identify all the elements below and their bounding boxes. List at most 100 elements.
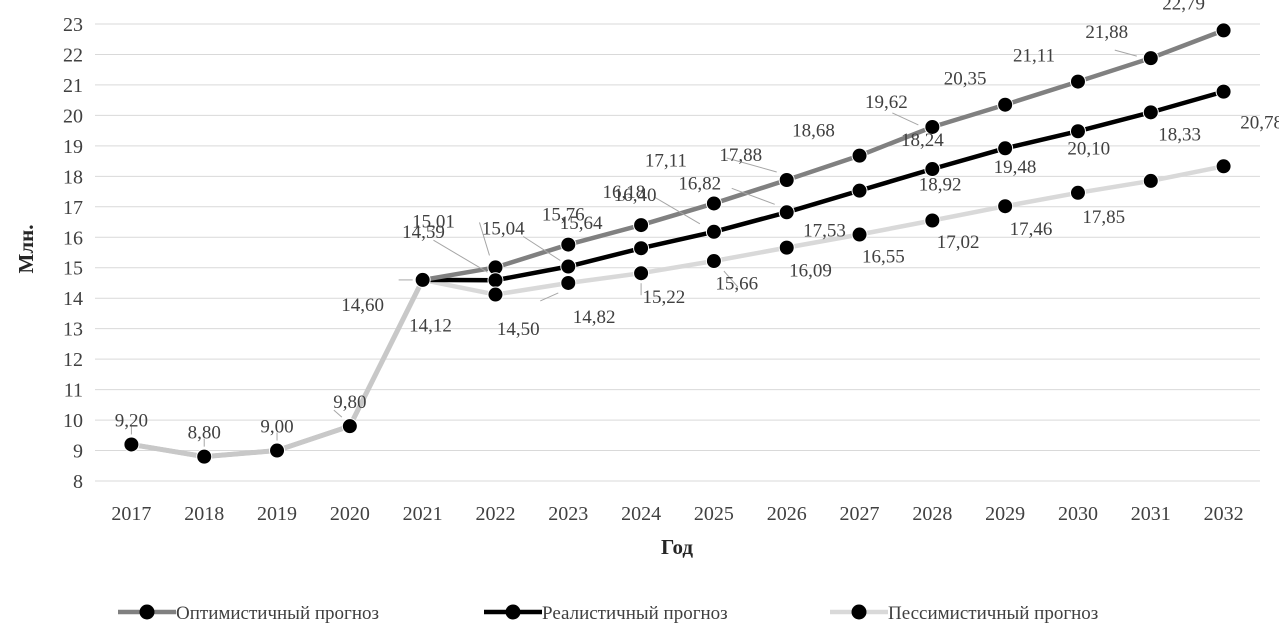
data-point [1069,184,1086,201]
data-label: 8,80 [188,423,221,444]
data-point [705,195,722,212]
y-tick-label: 19 [63,136,83,158]
data-point [560,258,577,275]
data-label: 19,62 [865,92,908,113]
x-tick-label: 2031 [1131,503,1171,525]
y-tick-label: 13 [63,319,83,341]
data-label: 14,12 [409,316,452,337]
x-tick-label: 2025 [694,503,734,525]
data-label: 17,46 [1010,219,1053,240]
leader-line [653,196,701,225]
data-point [1215,22,1232,39]
data-point [560,236,577,253]
legend-marker [505,604,521,620]
data-label: 14,50 [497,319,540,340]
leader-line [1114,49,1137,57]
y-tick-label: 21 [63,75,83,97]
series-markers [123,22,1232,465]
data-label: 16,18 [603,182,646,203]
leader-line [333,409,343,418]
data-label: 20,10 [1067,138,1110,159]
data-label: 15,04 [482,219,525,240]
leader-line [523,236,561,261]
legend-item-2: Реалистичный прогноз [484,603,728,624]
leader-line [478,222,490,256]
y-axis-title: Млн. [14,225,38,274]
data-point [851,226,868,243]
series-line-2 [422,89,1225,283]
y-tick-label: 9 [73,441,83,463]
leader-line [892,112,919,126]
data-label: 16,55 [862,247,905,268]
y-tick-label: 8 [73,471,83,493]
data-label: 20,78 [1240,113,1279,134]
x-tick-label: 2026 [767,503,807,525]
y-tick-label: 20 [63,105,83,127]
data-label: 21,11 [1013,46,1055,67]
y-tick-label: 12 [63,349,83,371]
x-tick-label: 2021 [403,503,443,525]
x-tick-label: 2032 [1204,503,1244,525]
legend-item-1: Оптимистичный прогноз [118,603,379,624]
data-point [997,140,1014,157]
data-point [924,212,941,229]
data-label: 15,76 [542,205,585,226]
leader-line [731,187,775,205]
data-label: 20,35 [944,69,987,90]
data-label: 14,59 [402,222,445,243]
data-label: 17,02 [937,232,980,253]
legend-label: Реалистичный прогноз [542,603,728,624]
data-point [1142,104,1159,121]
data-point [1069,123,1086,140]
legend-marker [139,604,155,620]
data-label: 9,80 [333,392,366,413]
data-label: 17,88 [719,145,762,166]
data-label: 18,68 [792,121,835,142]
data-label: 18,92 [919,174,962,195]
gridlines [95,23,1260,452]
y-axis-ticks: 8 9 10 11 12 13 14 15 16 17 18 19 20 21 22 23 [63,14,83,493]
x-tick-label: 2027 [840,503,880,525]
y-tick-label: 16 [63,227,83,249]
data-point [851,147,868,164]
x-tick-label: 2023 [548,503,588,525]
data-point [633,240,650,257]
leader-line [726,157,777,173]
data-point [196,448,213,465]
leader-line [723,270,739,288]
x-tick-label: 2017 [111,503,151,525]
x-axis-title: Год [661,535,693,559]
data-label: 18,24 [901,130,944,151]
series-lines [130,28,1225,460]
data-point [1215,158,1232,175]
data-point [924,161,941,178]
y-tick-label: 15 [63,258,83,280]
data-point [924,118,941,135]
data-label: 9,00 [260,417,293,438]
data-point [705,223,722,240]
x-tick-label: 2030 [1058,503,1098,525]
data-point [1142,50,1159,67]
legend: Оптимистичный прогноз Реалистичный прогно… [118,603,1098,624]
x-tick-label: 2018 [184,503,224,525]
data-label: 16,09 [789,261,832,282]
data-label: 21,88 [1085,22,1128,43]
legend-label: Оптимистичный прогноз [176,603,379,624]
data-label: 17,11 [645,150,687,171]
data-point [1069,73,1086,90]
data-label: 14,82 [573,307,616,328]
data-point [778,204,795,221]
x-axis-ticks: 2017 2018 2019 2020 2021 2022 2023 2024 2025 2026… [111,503,1243,525]
data-label: 9,20 [115,410,148,431]
data-point [341,418,358,435]
data-point [414,271,431,288]
x-tick-label: 2024 [621,503,661,525]
data-point [778,171,795,188]
data-point [1215,83,1232,100]
y-tick-label: 22 [63,44,83,66]
data-labels: 9,20 8,80 9,00 9,80 14,60 15,01 15,76 16,40 17,1… [115,0,1279,444]
data-point [851,182,868,199]
legend-item-3: Пессимистичный прогноз [830,603,1098,624]
data-label: 17,85 [1082,207,1125,228]
